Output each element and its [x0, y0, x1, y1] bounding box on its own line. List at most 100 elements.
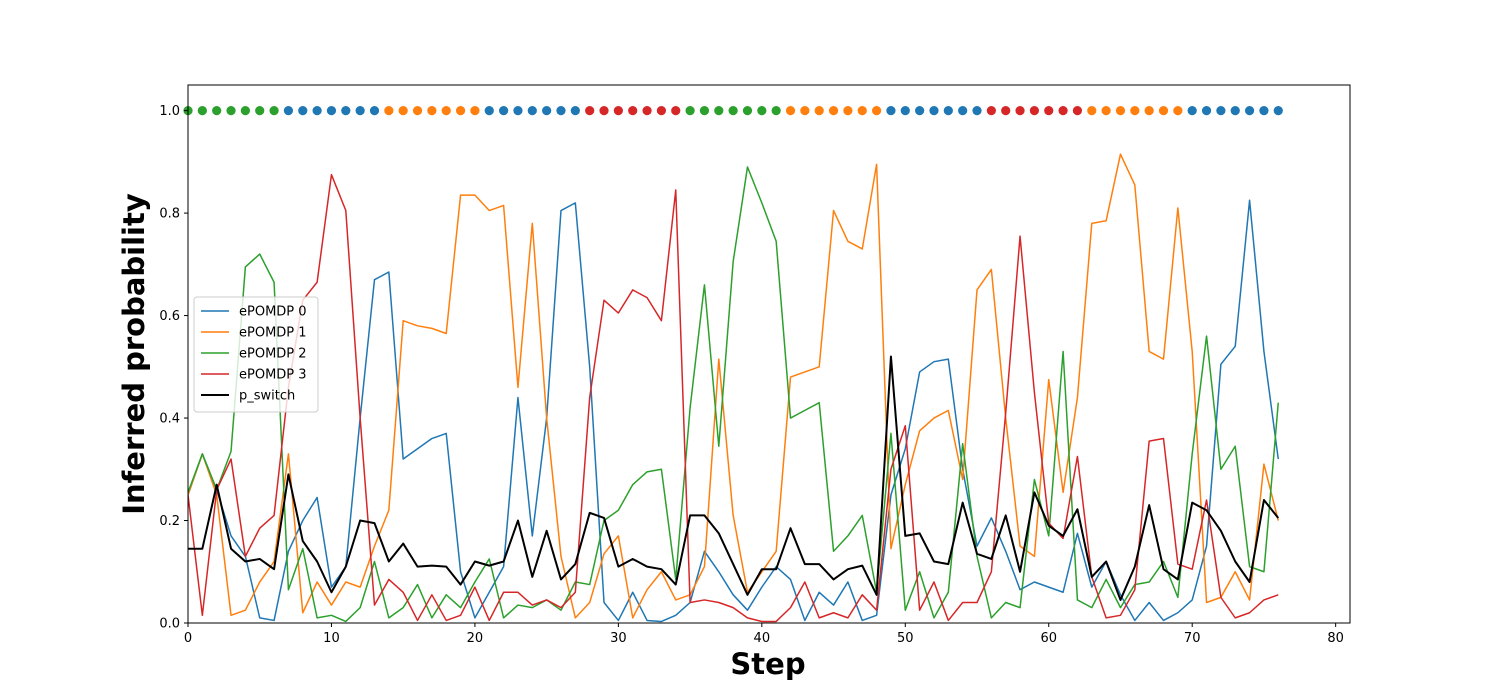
mode-marker [972, 106, 982, 116]
x-tick-label: 40 [754, 631, 771, 646]
mode-marker [570, 106, 580, 116]
mode-marker [900, 106, 910, 116]
series-line-epomdp-3 [188, 173, 1279, 623]
mode-marker [800, 106, 810, 116]
mode-marker [814, 106, 824, 116]
mode-marker [915, 106, 925, 116]
mode-marker [283, 106, 294, 116]
plot-frame [187, 84, 1351, 624]
mode-marker [240, 106, 250, 116]
mode-marker [1101, 106, 1111, 116]
mode-marker [1072, 106, 1083, 116]
mode-marker [943, 106, 953, 116]
mode-marker [871, 106, 882, 116]
mode-marker [441, 106, 451, 116]
mode-marker [1115, 106, 1126, 116]
legend: ePOMDP 0 ePOMDP 1 ePOMDP 2 ePOMDP 3 p_switch [193, 296, 319, 413]
mode-marker [398, 106, 408, 116]
mode-marker [742, 106, 753, 116]
mode-marker [671, 106, 681, 116]
x-tick-label: 60 [1040, 631, 1057, 646]
mode-marker [857, 106, 867, 116]
mode-marker [556, 106, 566, 116]
mode-marker [513, 106, 523, 116]
mode-marker [542, 106, 552, 116]
mode-marker [785, 106, 796, 116]
legend-box [193, 296, 319, 413]
mode-marker [412, 106, 423, 116]
y-axis-title: Inferred probability [117, 193, 151, 515]
x-tick-label: 70 [1184, 631, 1201, 646]
mode-marker [484, 106, 494, 116]
mode-marker [1259, 106, 1269, 116]
legend-label: ePOMDP 3 [239, 368, 307, 383]
x-axis-title: Step [730, 647, 805, 681]
legend-label: ePOMDP 1 [239, 326, 307, 341]
series-line-epomdp-2 [188, 166, 1280, 623]
mode-marker [1058, 106, 1068, 116]
y-tick-label: 0.4 [159, 412, 180, 427]
mode-marker [1029, 106, 1039, 116]
x-tick-label: 10 [323, 631, 340, 646]
mode-marker [312, 106, 322, 116]
y-tick-label: 1.0 [159, 104, 180, 119]
mode-marker [1244, 106, 1255, 116]
y-tick-label: 0.8 [159, 207, 180, 222]
y-tick-label: 0.0 [159, 617, 180, 632]
mode-marker [1201, 106, 1212, 116]
mode-marker [298, 106, 308, 116]
mode-marker [886, 106, 896, 116]
mode-marker [1158, 106, 1169, 116]
mode-marker [527, 106, 537, 116]
mode-marker [771, 106, 781, 116]
mode-marker [226, 106, 236, 116]
mode-marker [269, 106, 279, 116]
mode-marker [384, 106, 394, 116]
mode-marker [369, 106, 380, 116]
mode-marker [1273, 106, 1283, 116]
legend-label: p_switch [239, 389, 295, 404]
mode-marker [255, 106, 265, 116]
mode-marker [843, 106, 853, 116]
mode-marker [326, 106, 337, 116]
mode-marker [757, 106, 767, 116]
mode-marker [656, 106, 667, 116]
x-tick-label: 80 [1327, 631, 1344, 646]
x-tick-label: 20 [467, 631, 484, 646]
mode-marker [1001, 106, 1011, 116]
true-mode-markers [183, 106, 1283, 116]
mode-marker [1173, 106, 1183, 116]
mode-marker [986, 106, 996, 116]
mode-marker [728, 106, 738, 116]
mode-marker [355, 106, 365, 116]
mode-marker [470, 106, 480, 116]
series-line-p-switch [188, 355, 1280, 601]
mode-marker [1144, 106, 1154, 116]
mode-marker [958, 106, 968, 116]
mode-marker [1087, 106, 1097, 116]
y-tick-label: 0.2 [159, 514, 180, 529]
mode-marker [197, 106, 207, 116]
series-line-epomdp-1 [188, 153, 1279, 619]
mode-marker [1044, 106, 1054, 116]
legend-label: ePOMDP 2 [239, 347, 307, 362]
mode-marker [1130, 106, 1140, 116]
mode-marker [714, 106, 724, 116]
mode-marker [685, 106, 695, 116]
legend-label: ePOMDP 0 [239, 305, 307, 320]
mode-marker [929, 106, 939, 116]
mode-marker [427, 106, 437, 116]
mode-marker [455, 106, 466, 116]
mode-marker [642, 106, 652, 116]
mode-marker [341, 106, 351, 116]
mode-marker [585, 106, 595, 116]
y-tick-label: 0.6 [159, 309, 180, 324]
mode-marker [628, 106, 638, 116]
mode-marker [613, 106, 623, 116]
mode-marker [1015, 106, 1025, 116]
plot-area [188, 153, 1280, 623]
mode-marker [699, 106, 710, 116]
mode-marker [1216, 106, 1226, 116]
x-tick-label: 0 [184, 631, 192, 646]
